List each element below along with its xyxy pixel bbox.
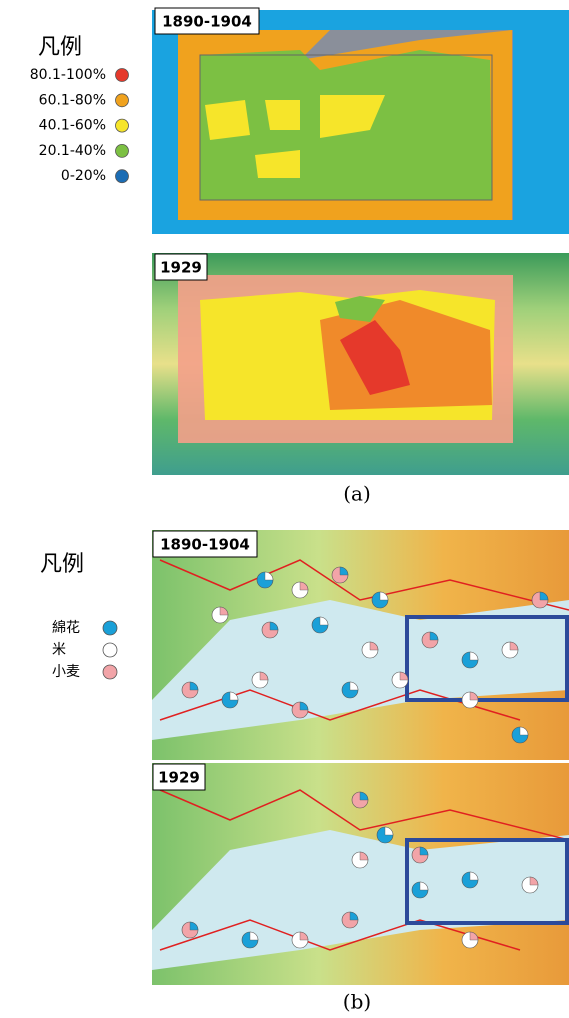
map-label: 1890-1904 [160, 536, 250, 554]
caption: (a) [343, 482, 371, 506]
legend-label: 80.1-100% [30, 67, 106, 83]
caption: (b) [343, 990, 371, 1014]
legend-label: 20.1-40% [39, 143, 106, 159]
map-label: 1890-1904 [162, 13, 252, 31]
page: 1890-1904 1929 1890-1904 1929 (a) (b) 凡例… [0, 0, 569, 1018]
legend-swatch [103, 665, 117, 679]
legend-title: 凡例 [40, 552, 84, 577]
legend-label: 60.1-80% [39, 92, 106, 108]
legend-swatch [116, 119, 129, 132]
legend-swatch [103, 643, 117, 657]
map-a1 [152, 10, 569, 234]
legend-label: 綿花 [52, 620, 80, 636]
legend-swatch [103, 621, 117, 635]
legend-label: 40.1-60% [39, 118, 106, 134]
legend-swatch [116, 144, 129, 157]
legend-label: 米 [52, 642, 66, 658]
figure: 1890-1904 1929 1890-1904 1929 (a) (b) 凡例… [0, 0, 569, 1018]
legend-swatch [116, 170, 129, 183]
legend-swatch [116, 69, 129, 82]
legend-label: 小麦 [52, 664, 80, 680]
map-label: 1929 [158, 769, 200, 787]
map-a2 [152, 253, 569, 475]
map-label: 1929 [160, 259, 202, 277]
legend-title: 凡例 [38, 35, 82, 60]
legend-label: 0-20% [61, 168, 106, 184]
legend-swatch [116, 94, 129, 107]
